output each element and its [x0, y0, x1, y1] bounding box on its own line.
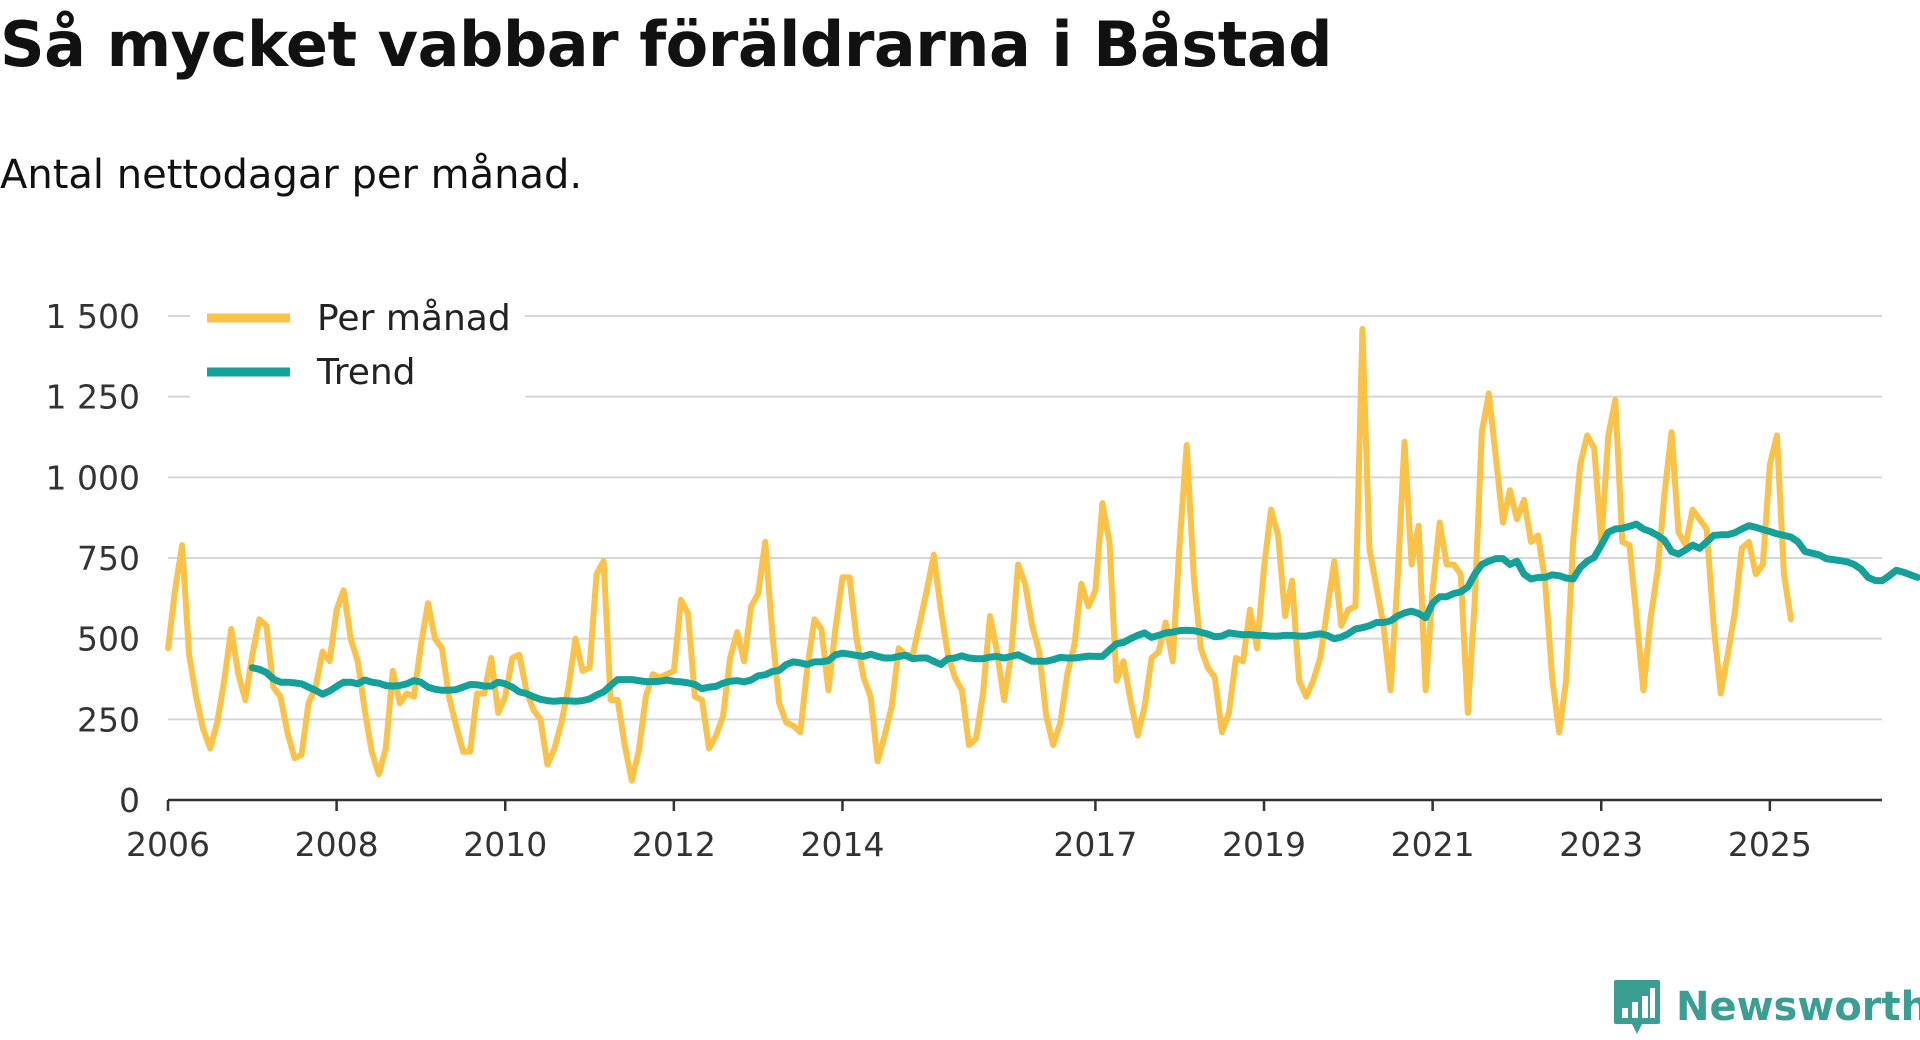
legend: Per månad Trend — [190, 290, 525, 400]
y-tick-label: 1 500 — [46, 297, 140, 336]
x-tick-label: 2006 — [126, 825, 210, 864]
x-tick-label: 2010 — [463, 825, 547, 864]
newsworthy-logo-icon — [1614, 980, 1660, 1034]
x-axis-tick-labels: 2006 2008 2010 2012 2014 2017 2019 2021 2023 2025 — [126, 800, 1812, 864]
x-tick-label: 2014 — [800, 825, 884, 864]
series-lines — [165, 325, 1920, 784]
newsworthy-logo: Newsworthy — [1612, 980, 1920, 1034]
y-tick-label: 0 — [119, 781, 140, 820]
y-axis-tick-labels: 0 250 500 750 1 000 1 250 1 500 — [46, 297, 140, 820]
legend-background — [190, 290, 525, 400]
page-title: Så mycket vabbar föräldrarna i Båstad — [0, 8, 1333, 81]
x-tick-label: 2019 — [1222, 825, 1306, 864]
y-tick-label: 250 — [77, 700, 140, 739]
x-tick-label: 2012 — [632, 825, 716, 864]
y-tick-label: 1 000 — [46, 458, 140, 497]
x-tick-label: 2008 — [295, 825, 379, 864]
legend-label-trend: Trend — [316, 352, 416, 393]
series-line-per-manad — [165, 325, 1794, 784]
x-tick-label: 2025 — [1728, 825, 1812, 864]
x-tick-label: 2021 — [1391, 825, 1475, 864]
y-tick-label: 500 — [77, 620, 140, 659]
brand-name: Newsworthy — [1676, 984, 1920, 1030]
series-line-trend — [248, 520, 1920, 705]
y-tick-label: 750 — [77, 539, 140, 578]
x-tick-label: 2023 — [1559, 825, 1643, 864]
legend-label-per-manad: Per månad — [317, 298, 511, 339]
y-tick-label: 1 250 — [46, 378, 140, 417]
page-subtitle: Antal nettodagar per månad. — [0, 152, 583, 198]
x-tick-label: 2017 — [1053, 825, 1137, 864]
